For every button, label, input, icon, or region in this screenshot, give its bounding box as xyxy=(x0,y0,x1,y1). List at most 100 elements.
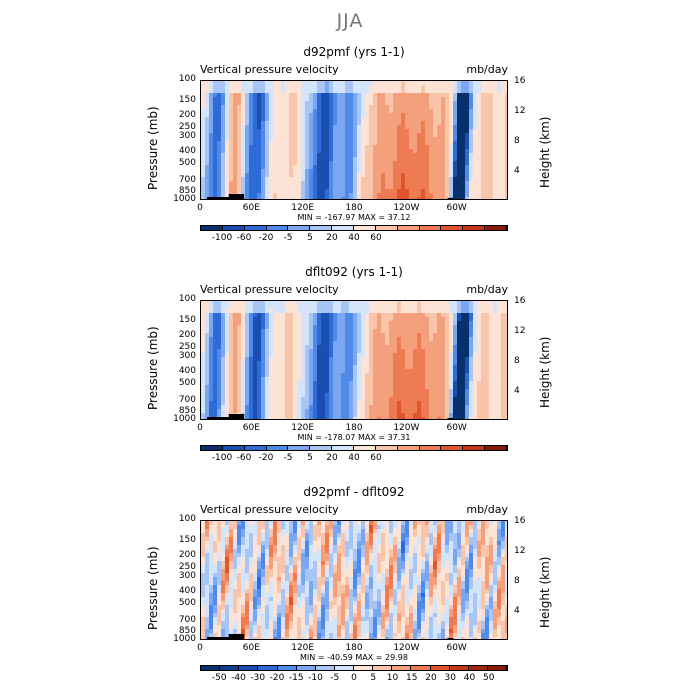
heatmap-cell xyxy=(437,157,442,162)
heatmap-cell xyxy=(505,313,507,318)
heatmap-cell xyxy=(201,381,206,386)
heatmap-cell xyxy=(485,81,490,86)
heatmap-cell xyxy=(433,181,438,186)
heatmap-cell xyxy=(365,137,370,142)
heatmap-cell xyxy=(337,161,342,166)
heatmap-cell xyxy=(301,325,306,330)
heatmap-cell xyxy=(393,173,398,178)
heatmap-cell xyxy=(433,349,438,354)
heatmap-cell xyxy=(293,105,298,110)
heatmap-cell xyxy=(421,105,426,110)
heatmap-cell xyxy=(249,373,254,378)
heatmap-cell xyxy=(449,145,454,150)
heatmap-cell xyxy=(361,157,366,162)
heatmap-cell xyxy=(325,129,330,134)
heatmap-cell xyxy=(353,97,358,102)
heatmap-cell xyxy=(477,345,482,350)
heatmap-cell xyxy=(497,93,502,98)
heatmap-cell xyxy=(445,401,450,406)
heatmap-cell xyxy=(221,121,226,126)
heatmap-cell xyxy=(389,113,394,118)
heatmap-cell xyxy=(469,181,474,186)
heatmap-cell xyxy=(277,341,282,346)
heatmap-cell xyxy=(333,397,338,402)
heatmap-cell xyxy=(249,81,254,86)
heatmap-cell xyxy=(381,177,386,182)
heatmap-cell xyxy=(341,149,346,154)
heatmap-cell xyxy=(229,629,234,634)
heatmap-cell xyxy=(241,385,246,390)
heatmap-cell xyxy=(341,145,346,150)
heatmap-cell xyxy=(249,89,254,94)
heatmap-cell xyxy=(409,369,414,374)
heatmap-cell xyxy=(505,117,507,122)
colorbar-segment xyxy=(441,226,464,230)
heatmap-cell xyxy=(233,129,238,134)
heatmap-cell xyxy=(277,125,282,130)
heatmap-cell xyxy=(325,329,330,334)
heatmap-cell xyxy=(393,409,398,414)
heatmap-cell xyxy=(369,185,374,190)
heatmap-cell xyxy=(413,401,418,406)
heatmap-cell xyxy=(225,129,230,134)
heatmap-cell xyxy=(377,385,382,390)
heatmap-cell xyxy=(281,341,286,346)
heatmap-cell xyxy=(445,409,450,414)
heatmap-cell xyxy=(497,145,502,150)
heatmap-cell xyxy=(277,189,282,194)
heatmap-cell xyxy=(221,105,226,110)
heatmap-cell xyxy=(305,321,310,326)
heatmap-cell xyxy=(385,189,390,194)
heatmap-cell xyxy=(205,325,210,330)
heatmap-cell xyxy=(241,109,246,114)
heatmap-cell xyxy=(329,357,334,362)
heatmap-cell xyxy=(229,153,234,158)
heatmap-cell xyxy=(445,333,450,338)
heatmap-cell xyxy=(201,305,206,310)
heatmap-cell xyxy=(397,309,402,314)
heatmap-cell xyxy=(429,361,434,366)
heatmap-cell xyxy=(261,137,266,142)
heatmap-cell xyxy=(493,389,498,394)
heatmap-cell xyxy=(397,337,402,342)
heatmap-cell xyxy=(373,161,378,166)
heatmap-cell xyxy=(397,357,402,362)
heatmap-cell xyxy=(389,309,394,314)
heatmap-cell xyxy=(417,417,422,419)
heatmap-cell xyxy=(441,369,446,374)
heatmap-cell xyxy=(413,381,418,386)
heatmap-cell xyxy=(465,385,470,390)
heatmap-cell xyxy=(289,97,294,102)
heatmap-cell xyxy=(349,181,354,186)
heatmap-cell xyxy=(493,177,498,182)
heatmap-cell xyxy=(297,353,302,358)
heatmap-cell xyxy=(485,129,490,134)
heatmap-cell xyxy=(201,353,206,358)
heatmap-cell xyxy=(249,165,254,170)
heatmap-cell xyxy=(441,137,446,142)
heatmap-cell xyxy=(401,365,406,370)
heatmap-cell xyxy=(461,317,466,322)
heatmap-cell xyxy=(481,401,486,406)
heatmap-cell xyxy=(345,97,350,102)
colorbar-label: 40 xyxy=(348,233,360,243)
heatmap-cell xyxy=(317,349,322,354)
heatmap-cell xyxy=(245,393,250,398)
heatmap-cell xyxy=(297,189,302,194)
heatmap-cell xyxy=(373,309,378,314)
heatmap-cell xyxy=(469,393,474,398)
heatmap-cell xyxy=(277,169,282,174)
heatmap-cell xyxy=(273,385,278,390)
heatmap-cell xyxy=(437,325,442,330)
heatmap-cell xyxy=(413,373,418,378)
heatmap-cell xyxy=(393,145,398,150)
heatmap-cell xyxy=(205,313,210,318)
heatmap-cell xyxy=(373,177,378,182)
heatmap-cell xyxy=(389,161,394,166)
heatmap-cell xyxy=(473,181,478,186)
heatmap-cell xyxy=(461,141,466,146)
heatmap-cell xyxy=(409,405,414,410)
heatmap-cell xyxy=(229,185,234,190)
heatmap-cell xyxy=(253,153,258,158)
heatmap-cell xyxy=(313,337,318,342)
